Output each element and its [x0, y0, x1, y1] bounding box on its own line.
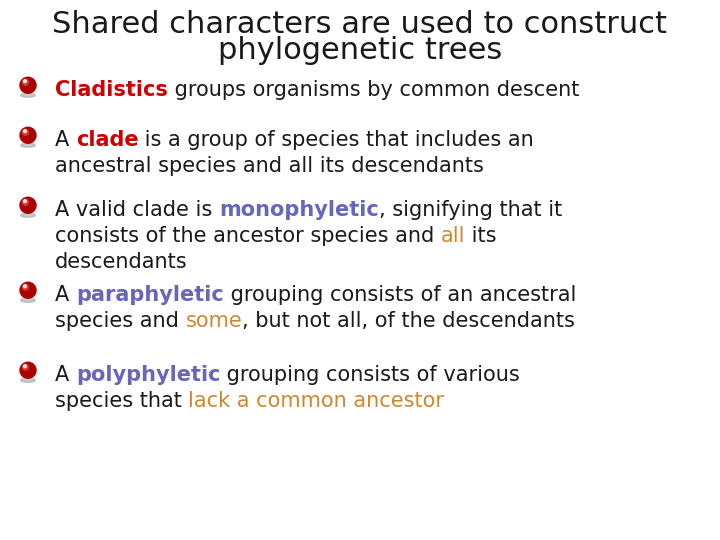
Circle shape	[22, 79, 29, 85]
Circle shape	[20, 362, 36, 378]
Text: A: A	[55, 365, 76, 385]
Circle shape	[22, 129, 29, 136]
Text: is a group of species that includes an: is a group of species that includes an	[138, 130, 534, 150]
Text: Cladistics: Cladistics	[55, 80, 168, 100]
Text: A: A	[55, 285, 76, 305]
Text: polyphyletic: polyphyletic	[76, 365, 220, 385]
Circle shape	[20, 282, 36, 298]
Text: species that: species that	[55, 391, 189, 411]
Ellipse shape	[21, 93, 35, 97]
Text: lack a common ancestor: lack a common ancestor	[189, 391, 444, 411]
Text: clade: clade	[76, 130, 138, 150]
Circle shape	[22, 364, 29, 370]
Text: groups organisms by common descent: groups organisms by common descent	[168, 80, 580, 100]
Text: descendants: descendants	[55, 252, 188, 272]
Text: all: all	[441, 226, 465, 246]
Text: grouping consists of an ancestral: grouping consists of an ancestral	[224, 285, 576, 305]
Text: monophyletic: monophyletic	[219, 200, 379, 220]
Circle shape	[24, 80, 27, 83]
Text: consists of the ancestor species and: consists of the ancestor species and	[55, 226, 441, 246]
Ellipse shape	[21, 298, 35, 302]
Text: its: its	[465, 226, 497, 246]
Circle shape	[20, 197, 36, 213]
Text: , signifying that it: , signifying that it	[379, 200, 562, 220]
Text: species and: species and	[55, 311, 186, 331]
Ellipse shape	[21, 143, 35, 147]
Text: A: A	[55, 130, 76, 150]
Text: Shared characters are used to construct: Shared characters are used to construct	[53, 10, 667, 39]
Circle shape	[20, 127, 36, 143]
Circle shape	[24, 285, 27, 288]
Circle shape	[24, 200, 27, 202]
Circle shape	[24, 365, 27, 368]
Circle shape	[20, 77, 36, 93]
Text: ancestral species and all its descendants: ancestral species and all its descendant…	[55, 156, 484, 176]
Circle shape	[22, 199, 29, 205]
Text: grouping consists of various: grouping consists of various	[220, 365, 520, 385]
Text: paraphyletic: paraphyletic	[76, 285, 224, 305]
Text: phylogenetic trees: phylogenetic trees	[218, 36, 502, 65]
Ellipse shape	[21, 378, 35, 382]
Circle shape	[22, 284, 29, 291]
Text: , but not all, of the descendants: , but not all, of the descendants	[242, 311, 575, 331]
Text: A valid clade is: A valid clade is	[55, 200, 219, 220]
Circle shape	[24, 130, 27, 133]
Text: some: some	[186, 311, 242, 331]
Ellipse shape	[21, 213, 35, 217]
